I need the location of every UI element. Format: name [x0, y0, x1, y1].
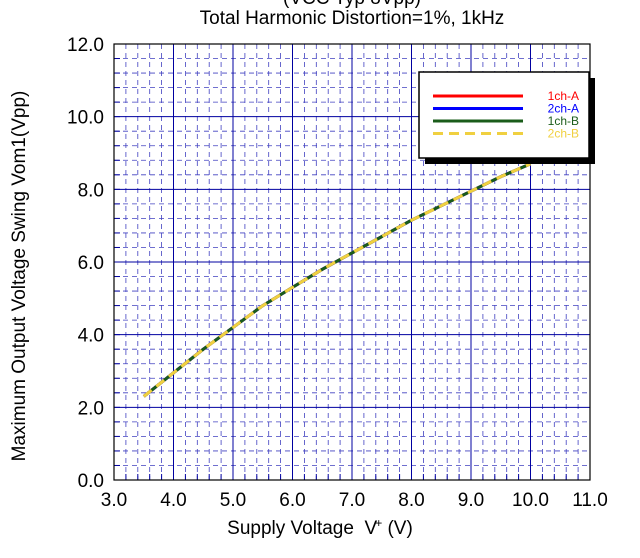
- series-line-2ch-a: [142, 162, 532, 398]
- x-tick-label: 3.0: [101, 490, 127, 511]
- y-axis-label: Maximum Output Voltage Swing Vom1(Vpp): [9, 90, 30, 462]
- y-tick-label: 0.0: [78, 471, 104, 492]
- x-tick-label: 8.0: [398, 490, 424, 511]
- x-tick-label: 11.0: [572, 490, 608, 511]
- y-tick-label: 6.0: [78, 253, 104, 274]
- legend-box: [418, 71, 590, 159]
- y-tick-label: 2.0: [78, 398, 104, 419]
- x-tick-label: 7.0: [339, 490, 365, 511]
- legend-label-2ch-a: 2ch-A: [548, 102, 579, 116]
- y-tick-label: 8.0: [78, 180, 104, 201]
- x-axis-label-unit: (V): [387, 518, 413, 539]
- chart-title-partial: (VCC Typ 8Vpp): [114, 0, 590, 10]
- y-tick-label: 4.0: [78, 326, 104, 347]
- legend-label-1ch-b: 1ch-B: [548, 114, 579, 128]
- x-tick-label: 9.0: [458, 490, 484, 511]
- legend-label-2ch-b: 2ch-B: [548, 127, 579, 141]
- x-tick-label: 10.0: [512, 490, 549, 511]
- y-tick-label: 10.0: [67, 108, 104, 129]
- series-line-1ch-b: [142, 162, 532, 398]
- x-tick-label: 6.0: [279, 490, 305, 511]
- x-axis-label-text: Supply Voltage: [227, 518, 354, 539]
- plot-frame: [113, 43, 591, 481]
- x-axis-label-symbol: V: [364, 518, 378, 539]
- legend-label-1ch-a: 1ch-A: [548, 89, 579, 103]
- series-line-1ch-a: [142, 162, 532, 398]
- y-tick-label: 12.0: [67, 35, 104, 56]
- x-axis-label-superscript: +: [375, 516, 383, 530]
- chart-title: Total Harmonic Distortion=1%, 1kHz: [199, 8, 505, 29]
- series-line-2ch-b: [142, 162, 532, 398]
- x-tick-label: 5.0: [220, 490, 246, 511]
- x-tick-label: 4.0: [160, 490, 186, 511]
- x-axis-label: Supply Voltage V+ (V): [0, 516, 640, 540]
